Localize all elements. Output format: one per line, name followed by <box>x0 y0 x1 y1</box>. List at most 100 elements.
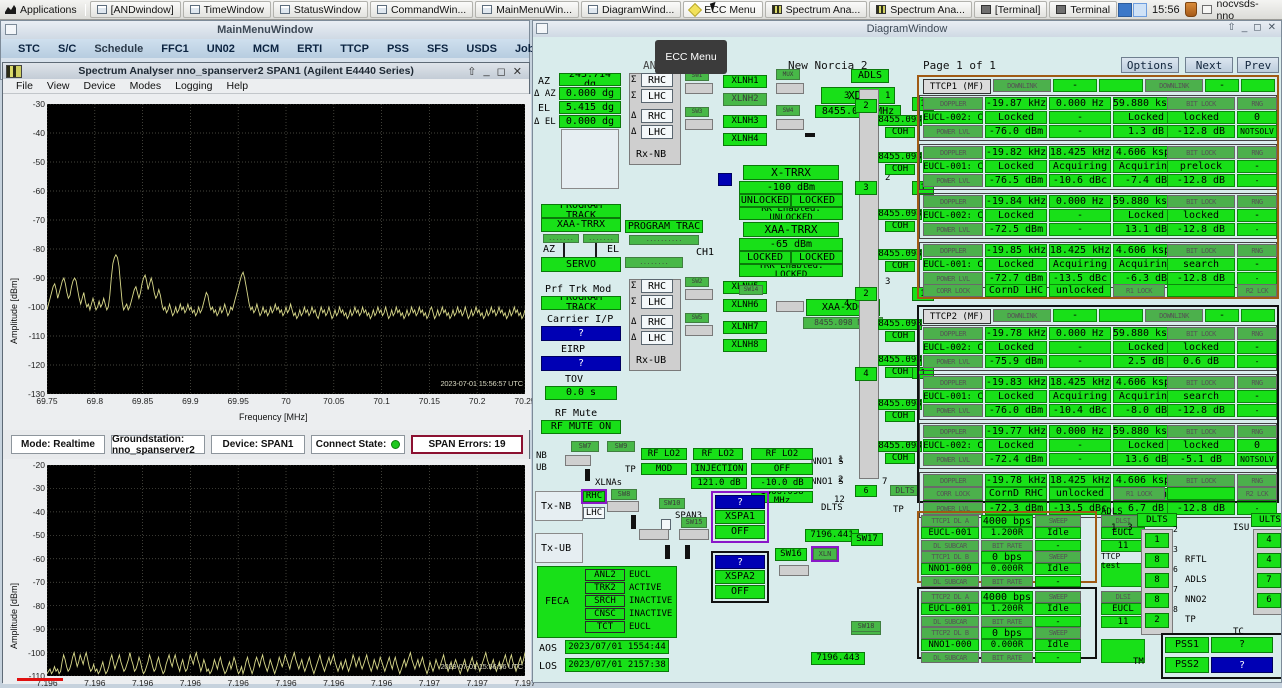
feca-value: EUCL <box>629 570 651 580</box>
delta-3: Δ <box>631 317 637 327</box>
taskbar-item-terminal-1[interactable]: [Terminal] <box>973 1 1048 18</box>
row-extra: - <box>1237 160 1277 173</box>
close-icon[interactable]: ✕ <box>1267 22 1276 33</box>
menu-item-pss[interactable]: PSS <box>386 42 409 55</box>
taskbar-item-commandwindow[interactable]: CommandWin... <box>369 1 474 18</box>
taskbar-item-timewindow[interactable]: TimeWindow <box>182 1 271 18</box>
window-icon <box>376 5 387 14</box>
sw-bottom: SW18 <box>851 621 881 632</box>
adls-port-6: 6 <box>855 485 877 497</box>
row-label-freq: DOPPLER <box>923 195 983 208</box>
menu-logging[interactable]: Logging <box>175 80 213 92</box>
row-lock: locked <box>1167 439 1235 452</box>
maximize-icon[interactable]: ◻ <box>496 65 506 78</box>
dl-mod-label: BIT RATE <box>981 616 1033 627</box>
sw-ub-1: SW2 <box>685 277 709 287</box>
menu-item-sc[interactable]: S/C <box>58 42 77 55</box>
menu-file[interactable]: File <box>16 80 33 92</box>
row-snr4: -5.1 dB <box>1167 453 1235 466</box>
nno1-s-2: NNO1 S <box>811 477 844 487</box>
nno1-s-1: NNO1 S <box>811 457 844 467</box>
next-button[interactable]: Next <box>1185 57 1233 73</box>
sw-ub-3-body <box>776 301 804 312</box>
workspace-2[interactable] <box>1133 2 1148 17</box>
ttcp1-header-v2 <box>1099 79 1143 92</box>
minimize-icon[interactable]: _ <box>1241 22 1248 33</box>
spectrum-title: Spectrum Analyser nno_spanserver2 SPAN1 … <box>78 65 414 77</box>
menu-help[interactable]: Help <box>226 80 249 92</box>
xspa2-label: XSPA2 <box>715 570 765 584</box>
y-tick: -70 <box>32 577 45 588</box>
workspace-1[interactable] <box>1118 2 1133 17</box>
row-snr2: - <box>1049 453 1111 466</box>
dl-sub-label: DL SUBCAR <box>921 576 979 587</box>
menu-item-stc[interactable]: STC <box>18 42 40 55</box>
taskbar-item-spectrum-1[interactable]: Spectrum Ana... <box>764 1 868 18</box>
row-label-lock: BIT LOCK <box>1167 425 1235 438</box>
row-label-power: POWER LVL <box>923 223 983 236</box>
dl-state-label: SWEEP <box>1035 551 1081 563</box>
dl-rate: 0 bps <box>981 627 1033 639</box>
taskbar-item-mainmenuwindow[interactable]: MainMenuWin... <box>475 1 579 18</box>
ch1-label: CH1 <box>696 247 715 258</box>
row-label-freq: DOPPLER <box>923 474 983 487</box>
minimize-icon[interactable]: _ <box>483 64 490 77</box>
row-label-lock: BIT LOCK <box>1167 195 1235 208</box>
ttcp2-header-v2 <box>1099 309 1143 322</box>
menu-item-ffc1[interactable]: FFC1 <box>161 42 189 55</box>
menu-modes[interactable]: Modes <box>129 80 162 92</box>
val-7196-b: 7196.443 <box>811 652 865 665</box>
dlts-port-label: TP <box>1185 615 1196 625</box>
y-tick: -90 <box>32 273 45 283</box>
carrier-value: ? <box>541 326 621 341</box>
row-snr1: -75.9 dBm <box>985 355 1047 368</box>
workspace-switcher[interactable] <box>1118 2 1148 17</box>
sigma-3: Σ <box>631 281 637 291</box>
maximize-icon[interactable]: ◻ <box>1253 22 1262 33</box>
pin-icon[interactable]: ⇧ <box>467 65 477 78</box>
coh-freq-8: 8455.098 <box>878 441 922 452</box>
dl-idle: Idle <box>1035 603 1081 615</box>
taskbar-item-andwindow[interactable]: [ANDwindow] <box>89 1 181 18</box>
menu-item-un02[interactable]: UN02 <box>206 42 235 55</box>
row-lock: locked <box>1167 341 1235 354</box>
taskbar-item-statuswindow[interactable]: StatusWindow <box>272 1 368 18</box>
menu-view[interactable]: View <box>46 80 70 92</box>
taskbar-item-label: [ANDwindow] <box>110 3 174 16</box>
menu-item-schedule[interactable]: Schedule <box>94 42 144 55</box>
ults-block: ULTS <box>1251 513 1281 527</box>
row-snr4: -12.8 dB <box>1167 174 1235 187</box>
close-icon[interactable]: ✕ <box>512 65 522 78</box>
chart2-ylabel: Amplitude [dBm] <box>9 582 19 649</box>
taskbar-item-terminal-2[interactable]: Terminal <box>1049 1 1118 18</box>
menu-item-usds[interactable]: USDS <box>466 42 497 55</box>
taskbar-item-diagramwindow[interactable]: DiagramWind... <box>580 1 682 18</box>
rf-lo-2: RF LO2 <box>693 448 743 460</box>
options-button[interactable]: Options <box>1121 57 1179 73</box>
minimize-all-icon[interactable] <box>1201 5 1212 14</box>
pin-icon[interactable]: ⇧ <box>1227 22 1236 33</box>
adls-bus <box>859 89 879 479</box>
taskbar-item-spectrum-2[interactable]: Spectrum Ana... <box>869 1 972 18</box>
menu-item-sfs[interactable]: SFS <box>426 42 449 55</box>
menu-device[interactable]: Device <box>83 80 116 92</box>
y-tick: -60 <box>32 553 45 564</box>
prev-button[interactable]: Prev <box>1237 57 1279 73</box>
menu-item-mcm[interactable]: MCM <box>252 42 280 55</box>
trash-icon[interactable] <box>1184 2 1197 17</box>
row-lock: prelock <box>1167 160 1235 173</box>
term-b <box>665 545 670 559</box>
taskbar-item-ecc-menu[interactable]: ECC Menu <box>683 1 763 18</box>
xaa-trrx-state1: LOCKED <box>739 251 791 264</box>
row-snr1: -76.0 dBm <box>985 125 1047 138</box>
dl-row-label: TTCP2 DL B <box>921 627 979 639</box>
y-tick: -30 <box>32 483 45 494</box>
dlts-port: 8 <box>1145 553 1169 568</box>
menu-item-erti[interactable]: ERTI <box>297 42 323 55</box>
az-label: AZ <box>538 76 551 87</box>
dl-id: EUCL-001 <box>921 527 979 539</box>
x-tick: 7.196 <box>227 678 249 688</box>
applications-menu[interactable]: Applications <box>0 0 82 20</box>
dlts-port-number: 8 <box>1173 605 1178 614</box>
menu-item-ttcp[interactable]: TTCP <box>340 42 369 55</box>
